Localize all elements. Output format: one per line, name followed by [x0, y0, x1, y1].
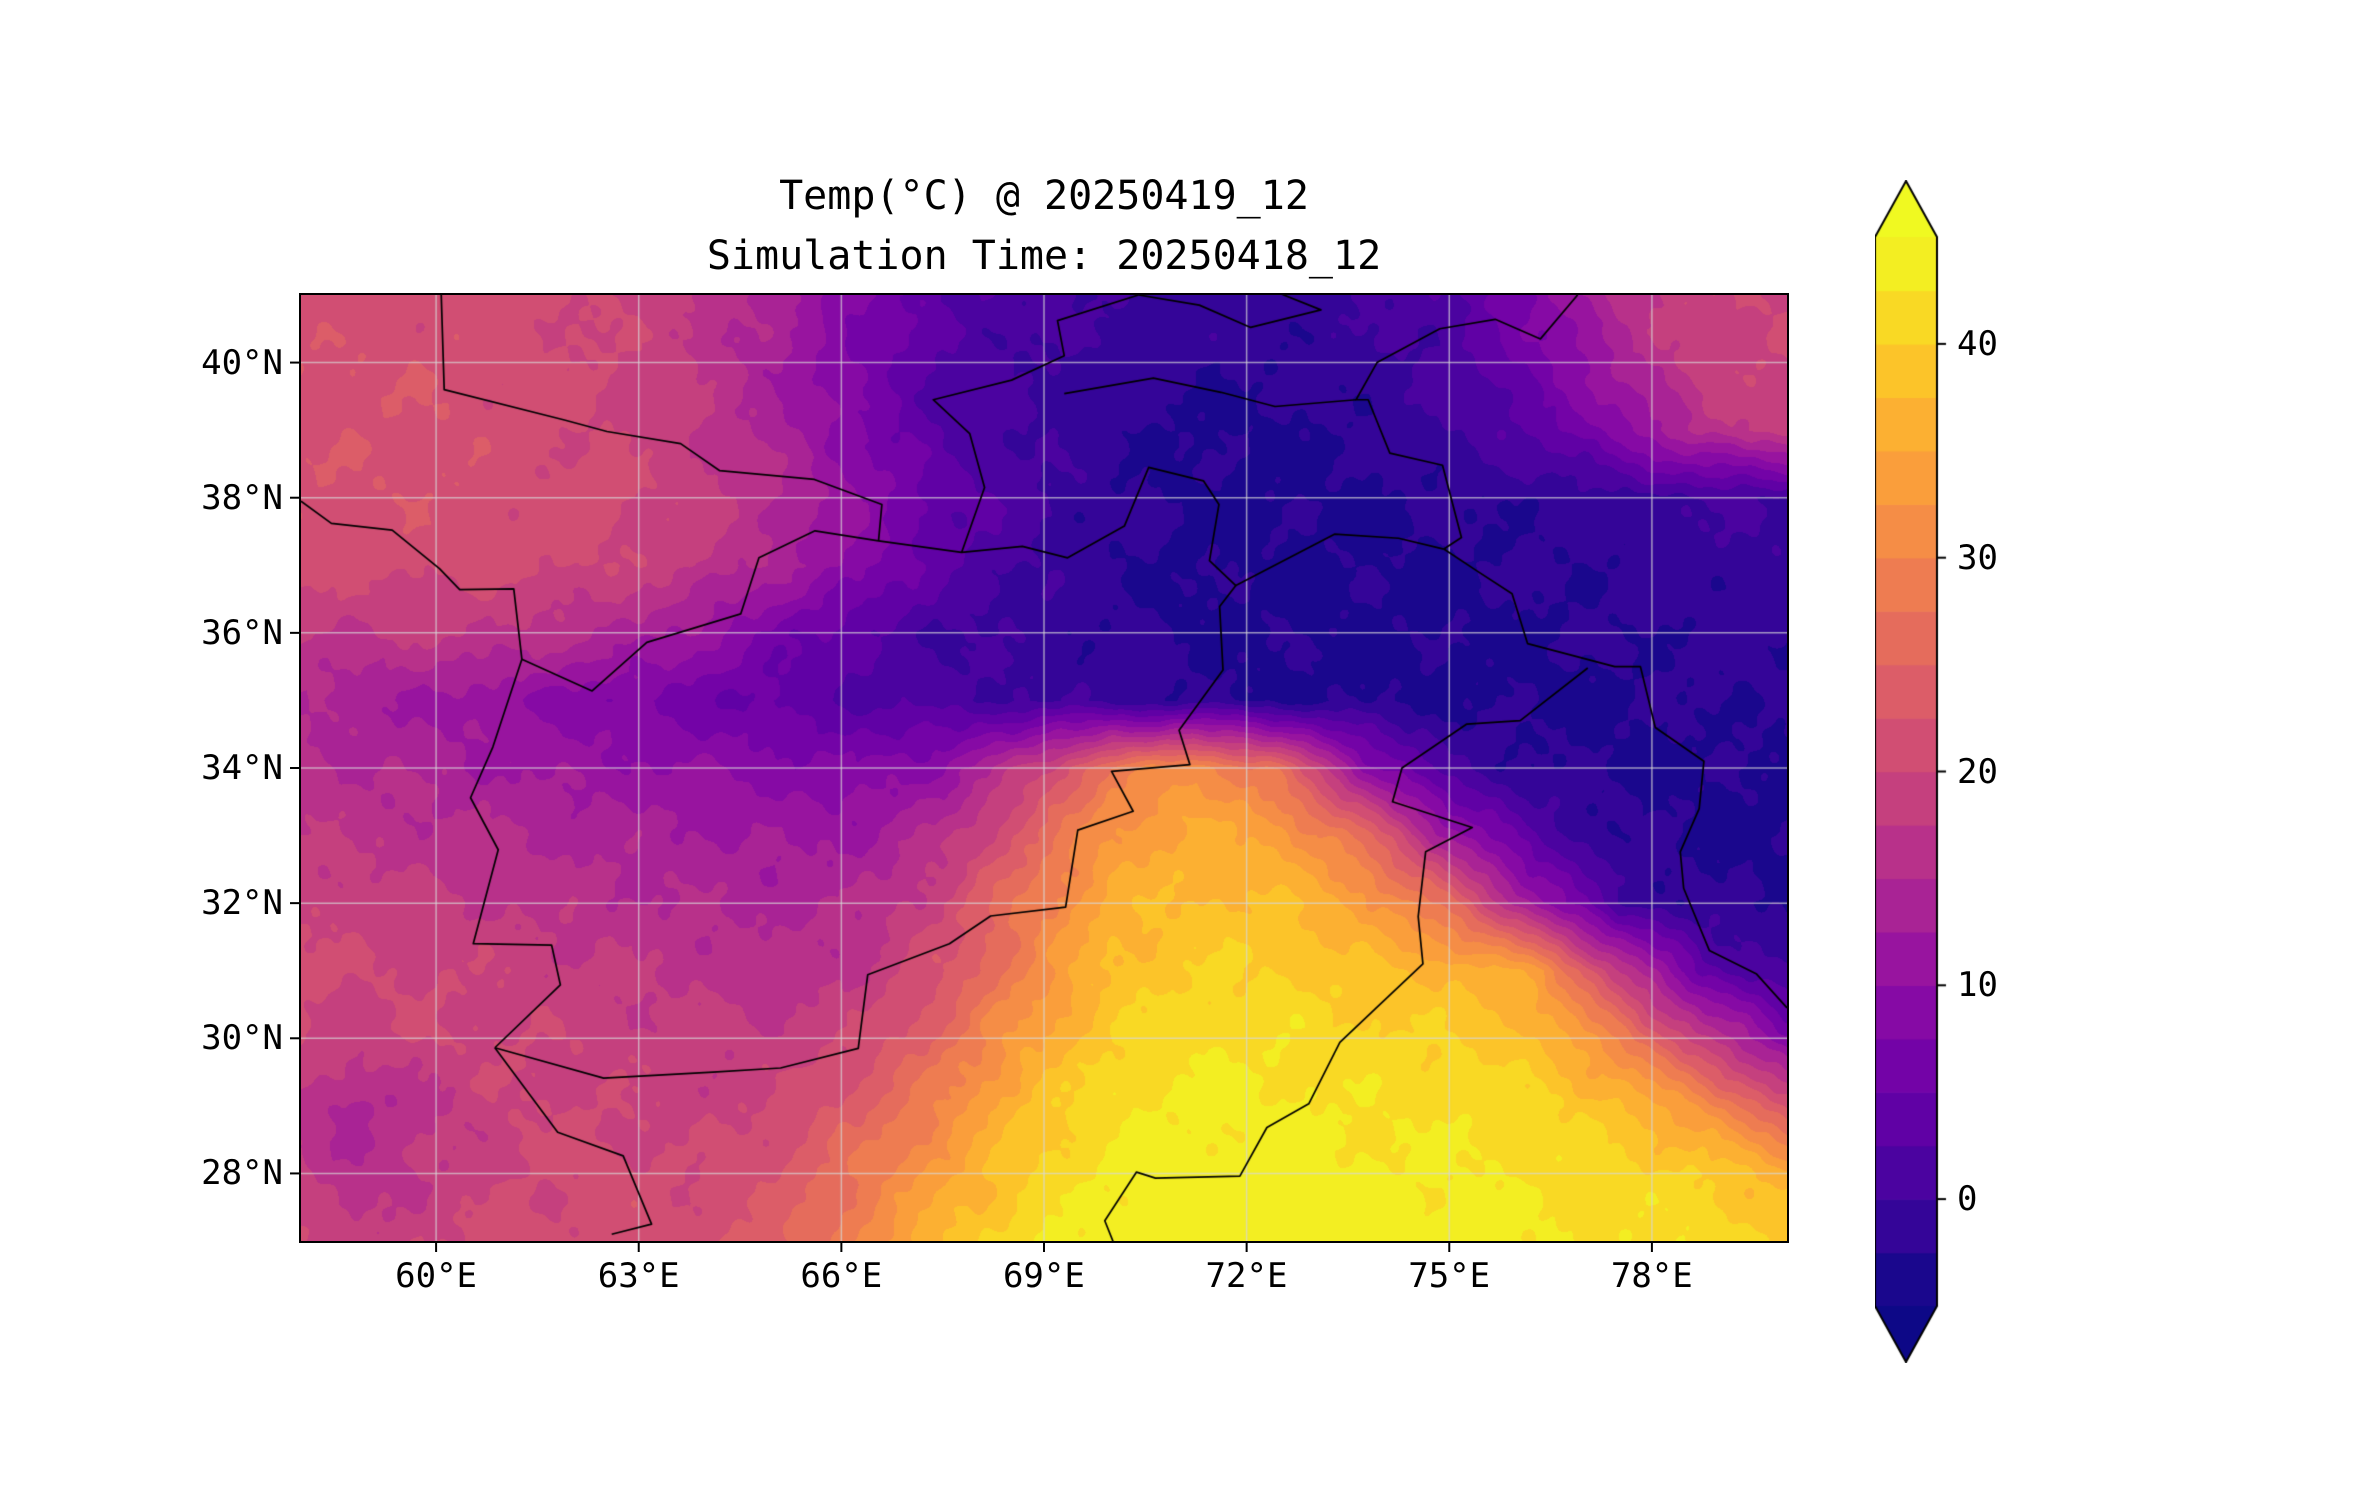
- y-tick-label-36n: 36°N: [201, 612, 283, 653]
- plot-subtitle: Simulation Time: 20250418_12: [706, 233, 1382, 279]
- x-tick-label-66e: 66°E: [800, 1256, 883, 1296]
- plot-title: Temp(°C) @ 20250419_12: [779, 173, 1309, 219]
- y-tick-label-40n: 40°N: [201, 342, 283, 383]
- x-tick-label-69e: 69°E: [1002, 1256, 1085, 1296]
- x-tick-label-78e: 78°E: [1610, 1256, 1693, 1296]
- y-tick-label-30n: 30°N: [201, 1018, 283, 1059]
- y-tick-label-28n: 28°N: [201, 1153, 283, 1194]
- x-tick-label-72e: 72°E: [1205, 1256, 1288, 1296]
- colorbar-tick-label-10: 10: [1957, 965, 1998, 1006]
- colorbar-tick-label-40: 40: [1957, 323, 1998, 364]
- y-tick-label-34n: 34°N: [201, 748, 283, 788]
- x-tick-label-63e: 63°E: [597, 1256, 680, 1296]
- x-tick-label-60e: 60°E: [395, 1256, 478, 1296]
- x-tick-label-75e: 75°E: [1408, 1256, 1491, 1296]
- temperature-field-canvas: [301, 295, 1787, 1241]
- y-tick-label-32n: 32°N: [201, 883, 283, 924]
- map-plot-area: [299, 293, 1789, 1243]
- colorbar-tick-label-30: 30: [1957, 537, 1998, 578]
- colorbar-tick-label-0: 0: [1957, 1179, 1978, 1220]
- colorbar-tick-label-20: 20: [1957, 751, 1998, 792]
- colorbar: [1875, 180, 1955, 1363]
- y-tick-label-38n: 38°N: [201, 477, 283, 518]
